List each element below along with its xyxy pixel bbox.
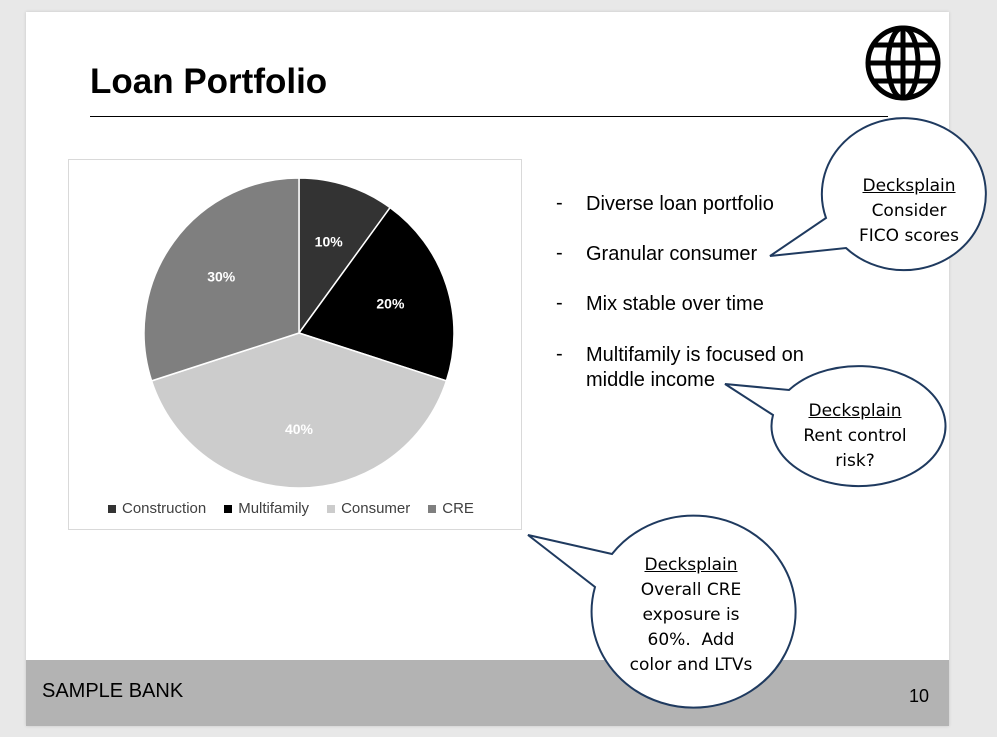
pie-slice-cre [143, 177, 300, 382]
legend-label: Construction [122, 500, 207, 517]
callout-body: Rent control risk? [803, 426, 907, 471]
legend-item-cre: CRE [428, 500, 474, 517]
callout-rent-control: Decksplain Rent control risk? [770, 399, 940, 474]
page-title: Loan Portfolio [90, 62, 328, 101]
legend-item-construction: Construction [108, 500, 206, 517]
callout-heading: Decksplain [808, 401, 902, 421]
pie-slice-consumer [150, 332, 448, 489]
callout-body: Consider FICO scores [859, 201, 959, 246]
callout-cre-exposure: Decksplain Overall CRE exposure is 60%. … [590, 553, 792, 678]
bullet-text: Mix stable over time [586, 293, 764, 315]
pie-data-label: 10% [315, 234, 344, 250]
page-number: 10 [909, 686, 930, 706]
bullet-dash: - [556, 343, 563, 365]
legend-swatch [327, 504, 336, 513]
bullet-text: Multifamily is focused on middle income [586, 344, 804, 391]
callout-bubble-fico [769, 117, 987, 272]
bullet-dash: - [556, 292, 563, 314]
pie-slice-construction [298, 177, 392, 336]
globe-icon [865, 25, 941, 101]
bullet-text: Diverse loan portfolio [586, 193, 774, 215]
legend-swatch [428, 504, 437, 513]
callout-body: Overall CRE exposure is 60%. Add color a… [629, 580, 753, 675]
legend-item-consumer: Consumer [327, 500, 410, 517]
callout-bubble-rent-control [724, 365, 947, 488]
pie-slice-multifamily [297, 206, 455, 382]
legend-swatch [108, 504, 116, 513]
pie-data-label: 20% [376, 295, 405, 311]
chart-legend: Construction Multifamily Consumer CRE [108, 500, 474, 517]
footer-bar [26, 660, 949, 726]
callout-bubble-cre-exposure [527, 514, 797, 709]
callout-heading: Decksplain [862, 176, 956, 196]
pie-data-label: 40% [285, 421, 314, 437]
pie-data-label: 30% [207, 269, 236, 285]
legend-label: Multifamily [238, 500, 310, 517]
callout-fico: Decksplain Consider FICO scores [826, 174, 992, 249]
legend-swatch [224, 504, 233, 513]
bullet-text: Granular consumer [586, 243, 758, 265]
callout-heading: Decksplain [644, 555, 738, 575]
bullet-dash: - [556, 192, 563, 214]
legend-label: Consumer [341, 500, 411, 517]
footer-bank-name: SAMPLE BANK [42, 680, 184, 702]
legend-label: CRE [442, 500, 474, 517]
legend-item-multifamily: Multifamily [224, 500, 309, 517]
bullet-dash: - [556, 242, 563, 264]
title-divider [90, 116, 888, 117]
